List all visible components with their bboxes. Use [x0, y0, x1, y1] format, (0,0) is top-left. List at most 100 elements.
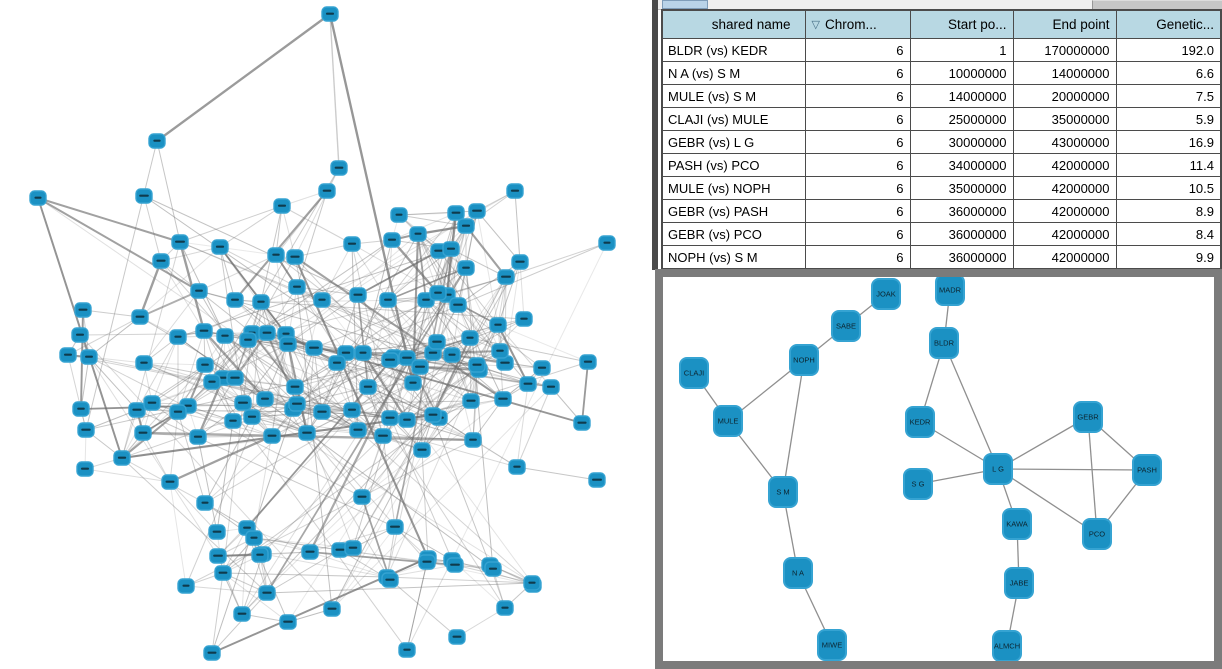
table-cell[interactable]: 34000000	[909, 153, 1014, 177]
network-node[interactable]	[442, 241, 460, 257]
table-cell[interactable]: 42000000	[1012, 176, 1117, 200]
table-cell[interactable]: 6	[804, 84, 911, 108]
node-kedr[interactable]: KEDR	[905, 406, 935, 438]
network-node[interactable]	[243, 409, 261, 425]
network-node[interactable]	[349, 422, 367, 438]
table-row[interactable]: GEBR (vs) PASH 6 36000000 42000000 8.9	[661, 199, 1222, 223]
network-node[interactable]	[135, 188, 153, 204]
table-cell[interactable]: GEBR (vs) PASH	[661, 199, 806, 223]
network-node[interactable]	[76, 461, 94, 477]
table-row[interactable]: NOPH (vs) S M 6 36000000 42000000 9.9	[661, 245, 1222, 270]
table-cell[interactable]: 8.4	[1115, 222, 1222, 246]
network-node[interactable]	[113, 450, 131, 466]
network-node[interactable]	[468, 203, 486, 219]
network-node[interactable]	[523, 575, 541, 591]
table-row[interactable]: GEBR (vs) PCO 6 36000000 42000000 8.4	[661, 222, 1222, 246]
table-row[interactable]: BLDR (vs) KEDR 6 1 170000000 192.0	[661, 38, 1222, 62]
network-node[interactable]	[449, 297, 467, 313]
network-node[interactable]	[214, 565, 232, 581]
network-node[interactable]	[288, 279, 306, 295]
network-node[interactable]	[448, 629, 466, 645]
node-mule[interactable]: MULE	[713, 405, 743, 437]
network-node[interactable]	[494, 391, 512, 407]
network-node[interactable]	[464, 432, 482, 448]
network-node[interactable]	[286, 379, 304, 395]
node-miwe[interactable]: MIWE	[817, 629, 847, 661]
table-cell[interactable]: 36000000	[909, 199, 1014, 223]
network-node[interactable]	[374, 428, 392, 444]
table-row[interactable]: MULE (vs) S M 6 14000000 20000000 7.5	[661, 84, 1222, 108]
network-node[interactable]	[209, 548, 227, 564]
table-cell[interactable]: 8.9	[1115, 199, 1222, 223]
network-node[interactable]	[313, 404, 331, 420]
network-node[interactable]	[301, 544, 319, 560]
table-cell[interactable]: 43000000	[1012, 130, 1117, 154]
table-cell[interactable]: 6	[804, 245, 911, 270]
column-header-start-po---[interactable]: Start po...	[909, 9, 1014, 39]
network-node[interactable]	[428, 334, 446, 350]
network-node[interactable]	[411, 359, 429, 375]
table-cell[interactable]: 35000000	[1012, 107, 1117, 131]
network-node[interactable]	[208, 524, 226, 540]
network-node[interactable]	[330, 160, 348, 176]
table-cell[interactable]: 25000000	[909, 107, 1014, 131]
network-node[interactable]	[383, 232, 401, 248]
column-header-chrom---[interactable]: ▽ Chrom...	[804, 9, 911, 39]
table-cell[interactable]: 11.4	[1115, 153, 1222, 177]
network-node[interactable]	[305, 340, 323, 356]
network-node[interactable]	[251, 547, 269, 563]
column-header-genetic---[interactable]: Genetic...	[1115, 9, 1222, 39]
network-node[interactable]	[161, 474, 179, 490]
network-node[interactable]	[279, 336, 297, 352]
network-node[interactable]	[318, 183, 336, 199]
network-node[interactable]	[331, 542, 349, 558]
network-node[interactable]	[344, 540, 362, 556]
table-cell[interactable]: MULE (vs) NOPH	[661, 176, 806, 200]
main-network-view[interactable]	[0, 0, 652, 669]
table-cell[interactable]: NOPH (vs) S M	[661, 245, 806, 270]
table-cell[interactable]: 10000000	[909, 61, 1014, 85]
network-node[interactable]	[80, 349, 98, 365]
network-node[interactable]	[429, 285, 447, 301]
node-almch[interactable]: ALMCH	[992, 630, 1022, 661]
table-cell[interactable]: 6	[804, 61, 911, 85]
network-node[interactable]	[258, 585, 276, 601]
network-node[interactable]	[195, 323, 213, 339]
network-node[interactable]	[359, 379, 377, 395]
network-node[interactable]	[398, 412, 416, 428]
network-node[interactable]	[298, 425, 316, 441]
network-node[interactable]	[72, 401, 90, 417]
table-cell[interactable]: BLDR (vs) KEDR	[661, 38, 806, 62]
node-kawa[interactable]: KAWA	[1002, 508, 1032, 540]
network-node[interactable]	[508, 459, 526, 475]
network-node[interactable]	[418, 554, 436, 570]
table-row[interactable]: MULE (vs) NOPH 6 35000000 42000000 10.5	[661, 176, 1222, 200]
table-row[interactable]: PASH (vs) PCO 6 34000000 42000000 11.4	[661, 153, 1222, 177]
network-node[interactable]	[381, 352, 399, 368]
table-cell[interactable]: CLAJI (vs) MULE	[661, 107, 806, 131]
network-node[interactable]	[588, 472, 606, 488]
network-node[interactable]	[328, 355, 346, 371]
table-cell[interactable]: 7.5	[1115, 84, 1222, 108]
network-node[interactable]	[273, 198, 291, 214]
node-noph[interactable]: NOPH	[789, 344, 819, 376]
network-node[interactable]	[511, 254, 529, 270]
network-node[interactable]	[203, 645, 221, 661]
table-cell[interactable]: 6.6	[1115, 61, 1222, 85]
network-node[interactable]	[446, 557, 464, 573]
network-node[interactable]	[196, 357, 214, 373]
network-node[interactable]	[381, 572, 399, 588]
network-node[interactable]	[171, 234, 189, 250]
network-node[interactable]	[461, 330, 479, 346]
table-cell[interactable]: PASH (vs) PCO	[661, 153, 806, 177]
node-gebr[interactable]: GEBR	[1073, 401, 1103, 433]
network-node[interactable]	[491, 343, 509, 359]
network-node[interactable]	[196, 495, 214, 511]
table-row[interactable]: CLAJI (vs) MULE 6 25000000 35000000 5.9	[661, 107, 1222, 131]
table-cell[interactable]: 6	[804, 199, 911, 223]
network-node[interactable]	[424, 407, 442, 423]
network-node[interactable]	[379, 292, 397, 308]
table-cell[interactable]: 170000000	[1012, 38, 1117, 62]
network-node[interactable]	[343, 402, 361, 418]
network-node[interactable]	[29, 190, 47, 206]
